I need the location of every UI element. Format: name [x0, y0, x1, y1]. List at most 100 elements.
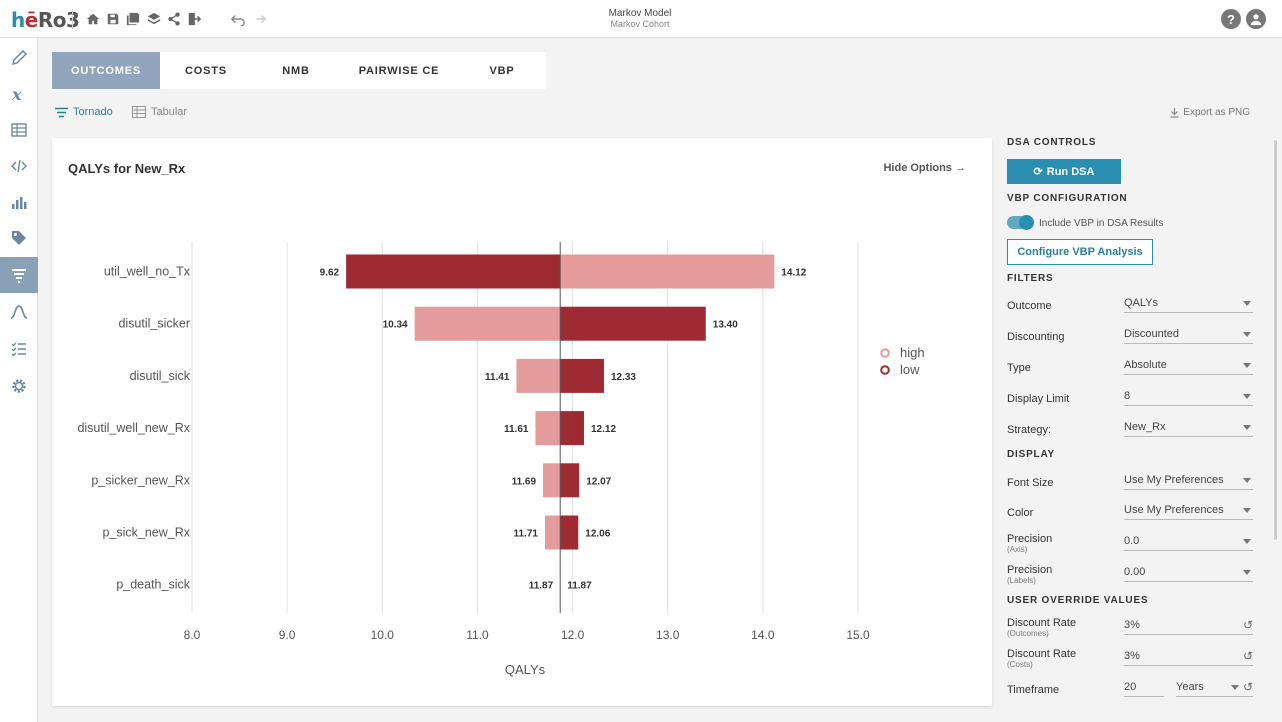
bar-left	[346, 254, 561, 289]
chart-panel: 8.0 9.0 10.0 11.0 12.0 13.0 14.0 15.0 QALYs util_…	[52, 138, 992, 706]
category-label: p_death_sick	[116, 578, 190, 592]
timeframe-input[interactable]: 20	[1124, 679, 1164, 697]
chevron-down-icon	[1243, 570, 1251, 575]
share-icon[interactable]	[166, 11, 182, 27]
category-label: p_sick_new_Rx	[102, 526, 190, 540]
nav-code-icon[interactable]	[0, 148, 38, 184]
data-label-right: 13.40	[713, 320, 738, 331]
chevron-down-icon	[1243, 478, 1251, 483]
timeframe-unit-select[interactable]: Years ↺	[1176, 679, 1253, 697]
chevron-down-icon	[1243, 332, 1251, 337]
hide-options-button[interactable]: Hide Options →	[883, 162, 966, 174]
bar-left	[544, 515, 561, 550]
tornado-view-toggle[interactable]: Tornado	[55, 106, 113, 118]
bar-right	[560, 358, 604, 393]
legend-label: low	[900, 362, 920, 377]
export-file-icon[interactable]	[186, 11, 202, 27]
precision-axis-select[interactable]: 0.0	[1124, 533, 1253, 551]
chart-title: QALYs for New_Rx	[68, 161, 186, 176]
color-select[interactable]: Use My Preferences	[1124, 502, 1253, 520]
include-vbp-label: Include VBP in DSA Results	[1039, 218, 1164, 229]
run-dsa-label: Run DSA	[1046, 165, 1095, 178]
data-label-right: 12.12	[591, 424, 616, 435]
app-logo[interactable]: hēRo3	[11, 8, 80, 32]
category-label: util_well_no_Tx	[104, 265, 191, 279]
undo-icon[interactable]	[230, 11, 246, 27]
nav-tornado-icon[interactable]	[0, 257, 38, 293]
reset-icon[interactable]: ↺	[1242, 618, 1253, 632]
display-heading: DISPLAY	[1007, 449, 1056, 460]
layers-icon[interactable]	[146, 11, 162, 27]
tornado-view-icon	[55, 107, 68, 117]
chevron-down-icon	[1231, 685, 1239, 690]
run-dsa-button[interactable]: ⟳ Run DSA	[1007, 159, 1121, 184]
tab-nmb[interactable]: NMB	[252, 52, 340, 89]
data-label-left: 11.41	[485, 372, 510, 383]
strategy-select[interactable]: New_Rx	[1124, 419, 1253, 437]
discount-rate-outcomes-input[interactable]: 3% ↺	[1124, 617, 1253, 635]
display-limit-select[interactable]: 8	[1124, 388, 1253, 406]
nav-variables-icon[interactable]: x	[0, 76, 38, 112]
category-label: disutil_well_new_Rx	[77, 421, 190, 435]
legend-marker	[880, 365, 890, 375]
tab-outcomes[interactable]: OUTCOMES	[52, 52, 160, 89]
configure-vbp-button[interactable]: Configure VBP Analysis	[1007, 239, 1153, 265]
chevron-down-icon	[1243, 363, 1251, 368]
tabular-view-toggle[interactable]: Tabular	[132, 106, 187, 118]
bar-left	[414, 306, 561, 341]
download-icon	[1170, 107, 1179, 118]
help-icon[interactable]: ?	[1221, 9, 1241, 29]
display-limit-label: Display Limit	[1007, 393, 1070, 405]
discounting-label: Discounting	[1007, 331, 1065, 343]
controls-scrollbar[interactable]	[1274, 140, 1277, 540]
bar-right	[560, 463, 580, 498]
data-label-left: 11.61	[504, 424, 529, 435]
user-avatar-icon[interactable]	[1246, 9, 1266, 29]
x-tick-label: 10.0	[371, 628, 395, 642]
redo-icon[interactable]	[251, 11, 267, 27]
home-icon[interactable]	[85, 11, 101, 27]
tab-vbp[interactable]: VBP	[458, 52, 546, 89]
strategy-label: Strategy:	[1007, 424, 1052, 436]
precision-labels-select[interactable]: 0.00	[1124, 564, 1253, 582]
tab-pairwise-ce[interactable]: PAIRWISE CE	[340, 52, 458, 89]
discount-rate-costs-label: Discount Rate (Costs)	[1007, 648, 1077, 669]
include-vbp-toggle[interactable]	[1007, 215, 1034, 230]
nav-table-icon[interactable]	[0, 112, 38, 148]
bar-left	[535, 411, 561, 446]
bar-right	[560, 411, 584, 446]
nav-bar-chart-icon[interactable]	[0, 184, 38, 220]
dsa-controls-heading: DSA CONTROLS	[1007, 137, 1097, 148]
data-label-left: 10.34	[383, 320, 408, 331]
nav-edit-pencil-icon[interactable]	[0, 40, 38, 76]
model-title: Markov Model	[608, 8, 672, 19]
color-label: Color	[1007, 507, 1034, 519]
outcome-select[interactable]: QALYs	[1124, 295, 1253, 313]
save-all-icon[interactable]	[125, 11, 141, 27]
type-label: Type	[1007, 362, 1031, 374]
data-label-left: 11.71	[513, 529, 538, 540]
font-size-select[interactable]: Use My Preferences	[1124, 472, 1253, 490]
type-select[interactable]: Absolute	[1124, 357, 1253, 375]
nav-curve-icon[interactable]	[0, 294, 38, 330]
chevron-down-icon	[1243, 425, 1251, 430]
svg-text:x: x	[11, 85, 22, 103]
export-png-button[interactable]: Export as PNG	[1170, 107, 1250, 118]
save-icon[interactable]	[105, 11, 121, 27]
tabular-view-label: Tabular	[151, 106, 188, 118]
nav-tag-icon[interactable]	[0, 220, 38, 256]
precision-axis-label: Precision (Axis)	[1007, 533, 1053, 554]
tab-costs[interactable]: COSTS	[160, 52, 252, 89]
reset-icon[interactable]: ↺	[1242, 680, 1253, 694]
nav-settings-gear-icon[interactable]	[0, 368, 38, 404]
category-label: p_sicker_new_Rx	[91, 473, 190, 487]
discount-rate-outcomes-label: Discount Rate (Outcomes)	[1007, 617, 1077, 638]
outcome-label: Outcome	[1007, 300, 1052, 312]
nav-checklist-icon[interactable]	[0, 331, 38, 367]
discount-rate-costs-input[interactable]: 3% ↺	[1124, 648, 1253, 666]
left-nav: x	[0, 38, 38, 722]
chevron-down-icon	[1243, 394, 1251, 399]
data-label-right: 14.12	[781, 268, 806, 279]
discounting-select[interactable]: Discounted	[1124, 326, 1253, 344]
reset-icon[interactable]: ↺	[1242, 649, 1253, 663]
